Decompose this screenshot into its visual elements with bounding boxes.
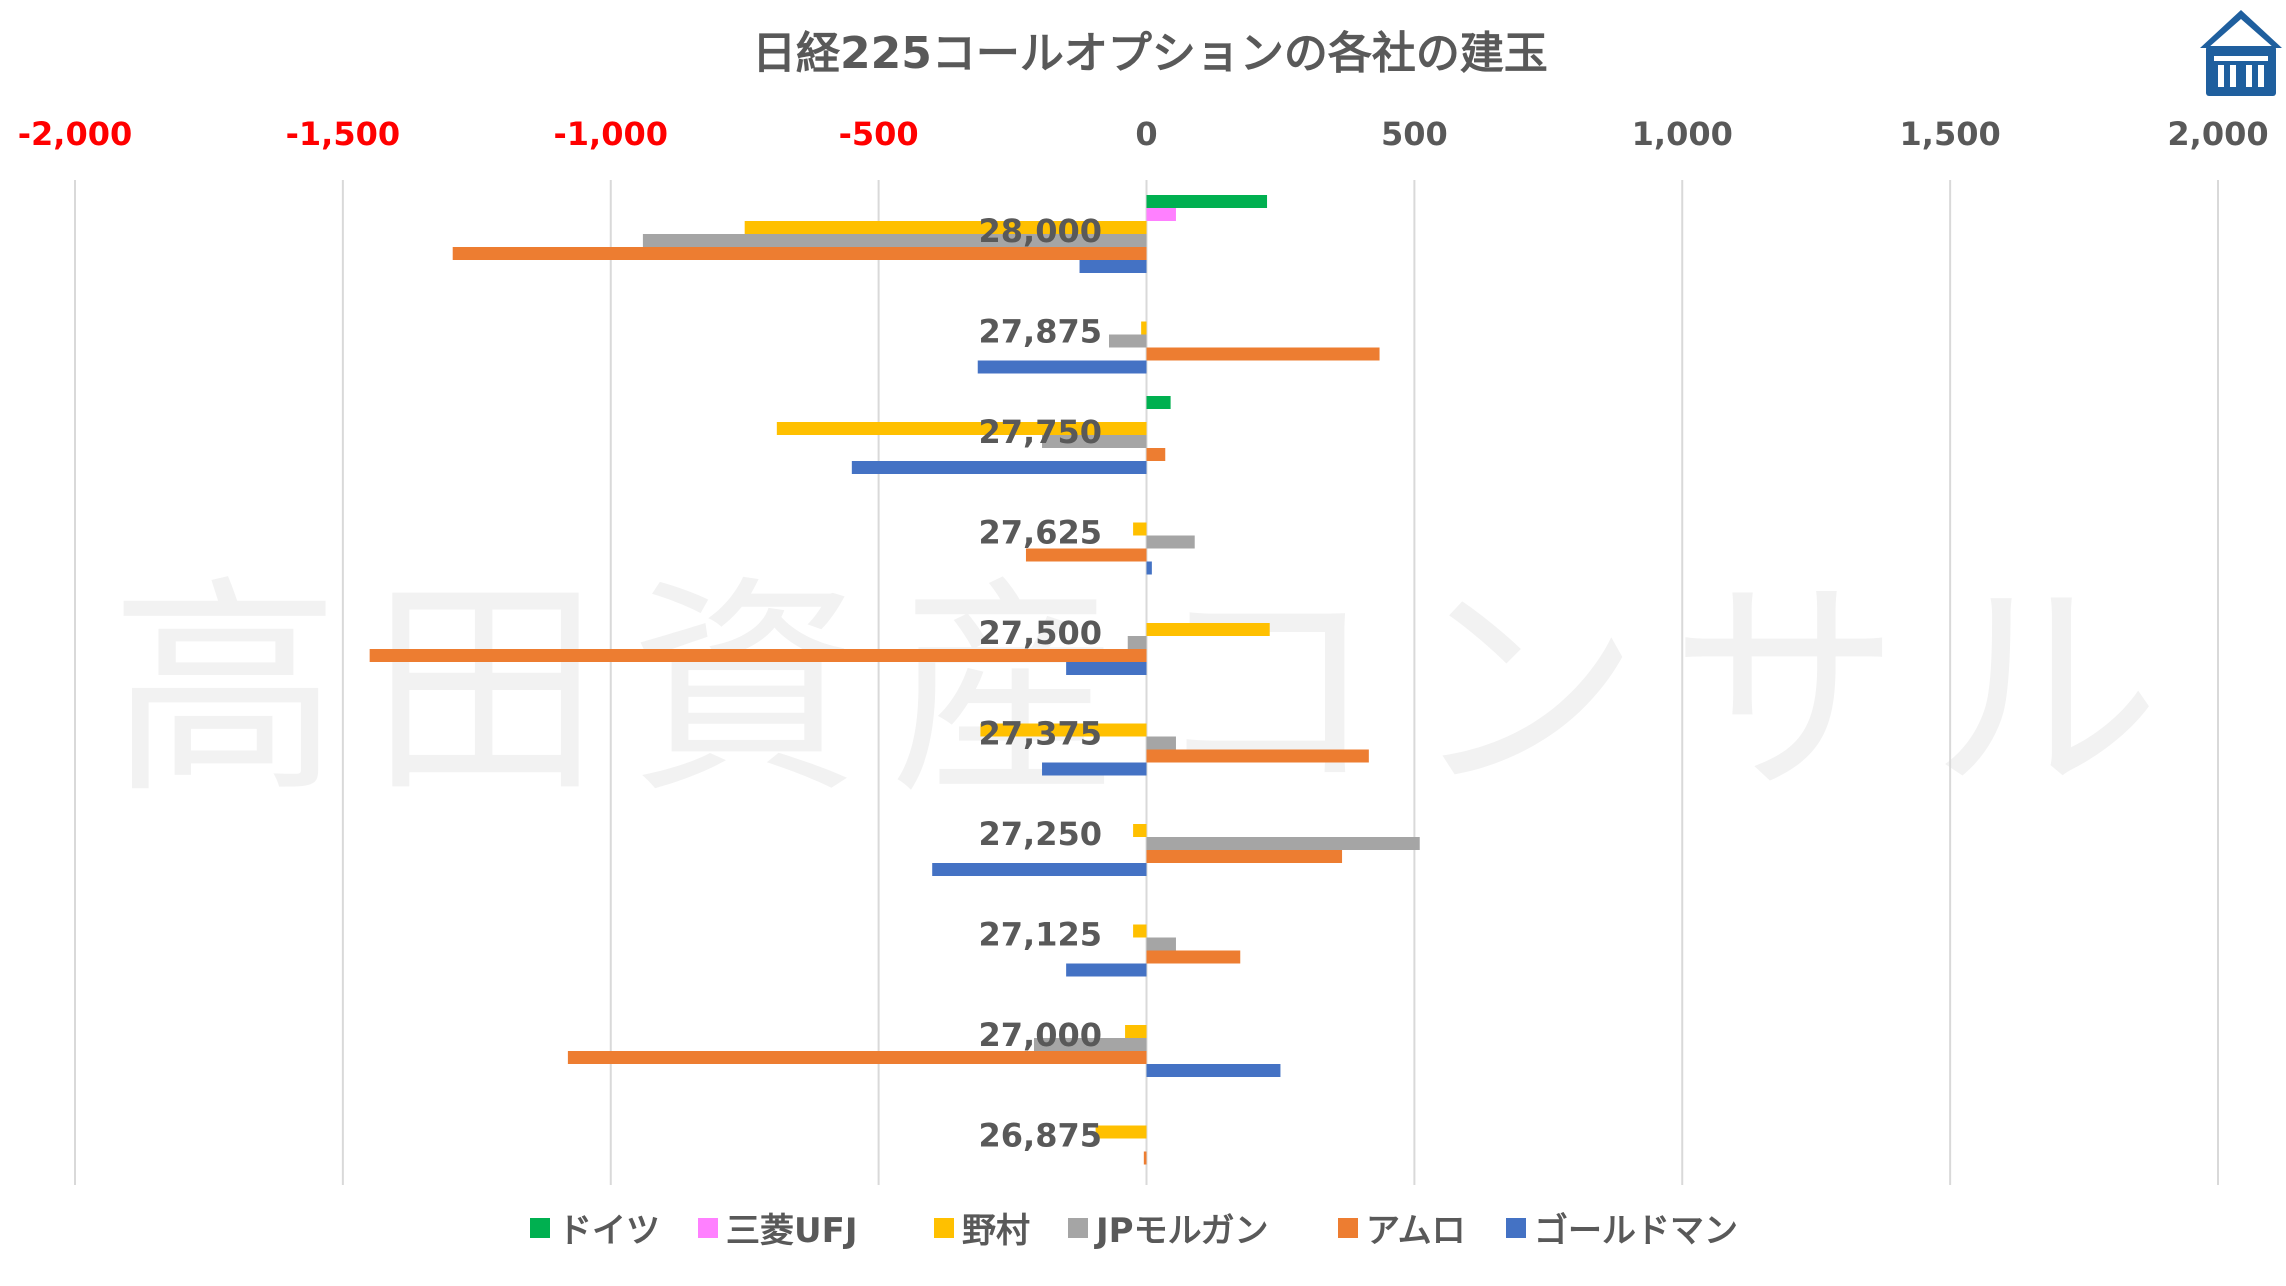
bar [1133, 824, 1147, 837]
legend-swatch [698, 1218, 718, 1238]
legend-label: ゴールドマン [1534, 1211, 1738, 1251]
bar [1095, 1125, 1147, 1139]
bar [1133, 522, 1147, 536]
bar [1146, 208, 1176, 221]
bar [1146, 195, 1268, 208]
bar [1066, 662, 1147, 675]
bar [1146, 396, 1171, 409]
category-label: 27,375 [979, 715, 1102, 753]
bar [1127, 636, 1147, 649]
category-label: 27,625 [979, 514, 1102, 552]
legend-label: JPモルガン [1094, 1211, 1269, 1251]
legend-swatch [1338, 1218, 1358, 1238]
watermark: 高田資産コンサル [110, 558, 2190, 825]
x-tick-label: -1,000 [554, 115, 669, 153]
x-tick-label: 1,000 [1632, 115, 1733, 153]
legend-label: アムロ [1366, 1211, 1466, 1251]
category-label: 27,875 [979, 313, 1102, 351]
x-tick-label: 2,000 [2167, 115, 2268, 153]
bar [1146, 937, 1176, 951]
legend-swatch [1506, 1218, 1526, 1238]
legend: ドイツ 三菱UFJ 野村 JPモルガン アムロ ゴールドマン [530, 1211, 1738, 1251]
x-tick-label: -2,000 [18, 115, 133, 153]
bar [1025, 548, 1147, 562]
legend-label: 三菱UFJ [726, 1211, 857, 1251]
bar [1146, 850, 1343, 863]
bar [1146, 561, 1152, 575]
x-tick-label: 0 [1135, 115, 1157, 153]
bar [369, 649, 1147, 662]
category-label: 27,125 [979, 916, 1102, 954]
bar [452, 247, 1147, 260]
bar [1146, 347, 1380, 361]
bars [369, 195, 1420, 1165]
bar [1146, 837, 1420, 850]
x-axis-ticks: -2,000 -1,500 -1,000 -500 0 500 1,000 1,500 2,00… [18, 115, 2269, 153]
legend-swatch [1068, 1218, 1088, 1238]
bar [1033, 1038, 1147, 1051]
bar [851, 461, 1147, 474]
bar [744, 221, 1147, 234]
bar [642, 234, 1147, 247]
bar [1146, 448, 1166, 461]
bar [1146, 736, 1176, 750]
bar [1108, 334, 1147, 348]
bar [1146, 623, 1270, 636]
category-label: 28,000 [979, 212, 1102, 250]
bar [1146, 950, 1241, 964]
category-label: 27,000 [979, 1016, 1102, 1054]
category-labels: 28,000 27,875 27,750 27,625 27,500 27,375 27,2… [979, 212, 1102, 1155]
legend-swatch [530, 1218, 550, 1238]
x-tick-label: 1,500 [1900, 115, 2001, 153]
bar [1066, 963, 1147, 977]
chart-title: 日経225コールオプションの各社の建玉 [752, 28, 1548, 79]
bar [1079, 260, 1147, 273]
house-logo-icon [2200, 10, 2282, 96]
bar [1133, 924, 1147, 938]
bar [776, 422, 1147, 435]
category-label: 27,750 [979, 413, 1102, 451]
bar [1143, 1151, 1147, 1165]
legend-label: 野村 [962, 1211, 1030, 1251]
category-label: 27,250 [979, 815, 1102, 853]
bar [1141, 321, 1147, 335]
x-tick-label: -500 [839, 115, 919, 153]
bar [1042, 435, 1147, 448]
bar [980, 723, 1147, 737]
bar [1146, 749, 1369, 763]
x-tick-label: -1,500 [286, 115, 401, 153]
category-label: 27,500 [979, 614, 1102, 652]
bar [1042, 762, 1147, 776]
bar [977, 360, 1147, 374]
bar [567, 1051, 1147, 1064]
bar [932, 863, 1147, 876]
bar [1146, 535, 1195, 549]
x-tick-label: 500 [1381, 115, 1448, 153]
bar [1146, 1064, 1281, 1077]
legend-swatch [934, 1218, 954, 1238]
category-label: 26,875 [979, 1117, 1102, 1155]
bar [1125, 1025, 1147, 1038]
legend-label: ドイツ [558, 1211, 660, 1251]
